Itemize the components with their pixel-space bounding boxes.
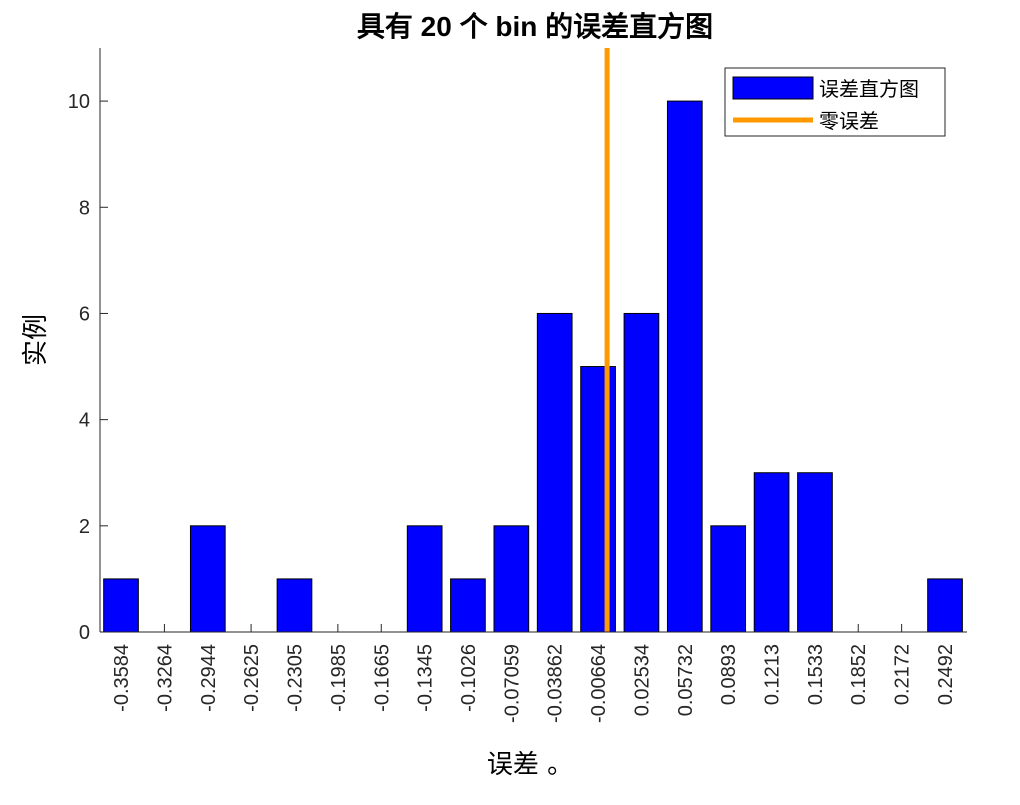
bar (276, 578, 313, 633)
x-tick-label: 0.1533 (805, 644, 827, 705)
x-tick-label: -0.1985 (328, 644, 350, 712)
chart-title: 具有 20 个 bin 的误差直方图 (357, 10, 713, 42)
y-tick-label: 0 (79, 622, 90, 644)
legend-label: 误差直方图 (819, 77, 919, 101)
x-tick-label: -0.07059 (501, 644, 523, 723)
bar (710, 525, 747, 633)
y-axis-label: 实例 (21, 314, 51, 366)
bar (450, 578, 486, 633)
y-tick-label: 6 (79, 303, 90, 325)
y-tick-label: 4 (79, 410, 90, 432)
legend-swatch (732, 76, 814, 100)
x-tick-label: 0.02534 (631, 644, 653, 716)
x-tick-label: 0.0893 (718, 644, 740, 705)
x-tick-label: -0.00664 (588, 644, 610, 723)
bar (536, 312, 573, 633)
bar (797, 472, 833, 633)
bar (666, 100, 703, 633)
bar (493, 525, 530, 633)
x-tick-label: -0.3584 (111, 644, 133, 712)
legend-label: 零误差 (819, 109, 879, 133)
x-tick-label: 0.1213 (762, 644, 784, 705)
x-tick-label: 0.2492 (935, 644, 957, 705)
x-tick-label: -0.1345 (415, 644, 437, 712)
x-tick-label: -0.2625 (241, 644, 263, 712)
x-tick-label: 0.2172 (892, 644, 914, 705)
bar (927, 578, 963, 633)
x-axis-label: 误差 。 (487, 750, 573, 780)
y-tick-label: 2 (79, 516, 90, 538)
x-tick-label: -0.3264 (154, 644, 176, 712)
bar (103, 578, 139, 633)
bar (406, 525, 443, 633)
bar (753, 472, 790, 633)
x-tick-label: -0.2944 (198, 644, 220, 712)
y-tick-label: 8 (79, 197, 90, 219)
bar (189, 525, 226, 633)
x-tick-label: 0.05732 (675, 644, 697, 716)
y-tick-label: 10 (68, 91, 90, 113)
x-tick-label: -0.1026 (458, 644, 480, 712)
x-tick-label: -0.03862 (545, 644, 567, 723)
x-tick-label: -0.1665 (371, 644, 393, 712)
x-tick-label: -0.2305 (284, 644, 306, 712)
x-tick-label: 0.1852 (848, 644, 870, 705)
bar (580, 366, 616, 633)
bar (623, 312, 660, 633)
